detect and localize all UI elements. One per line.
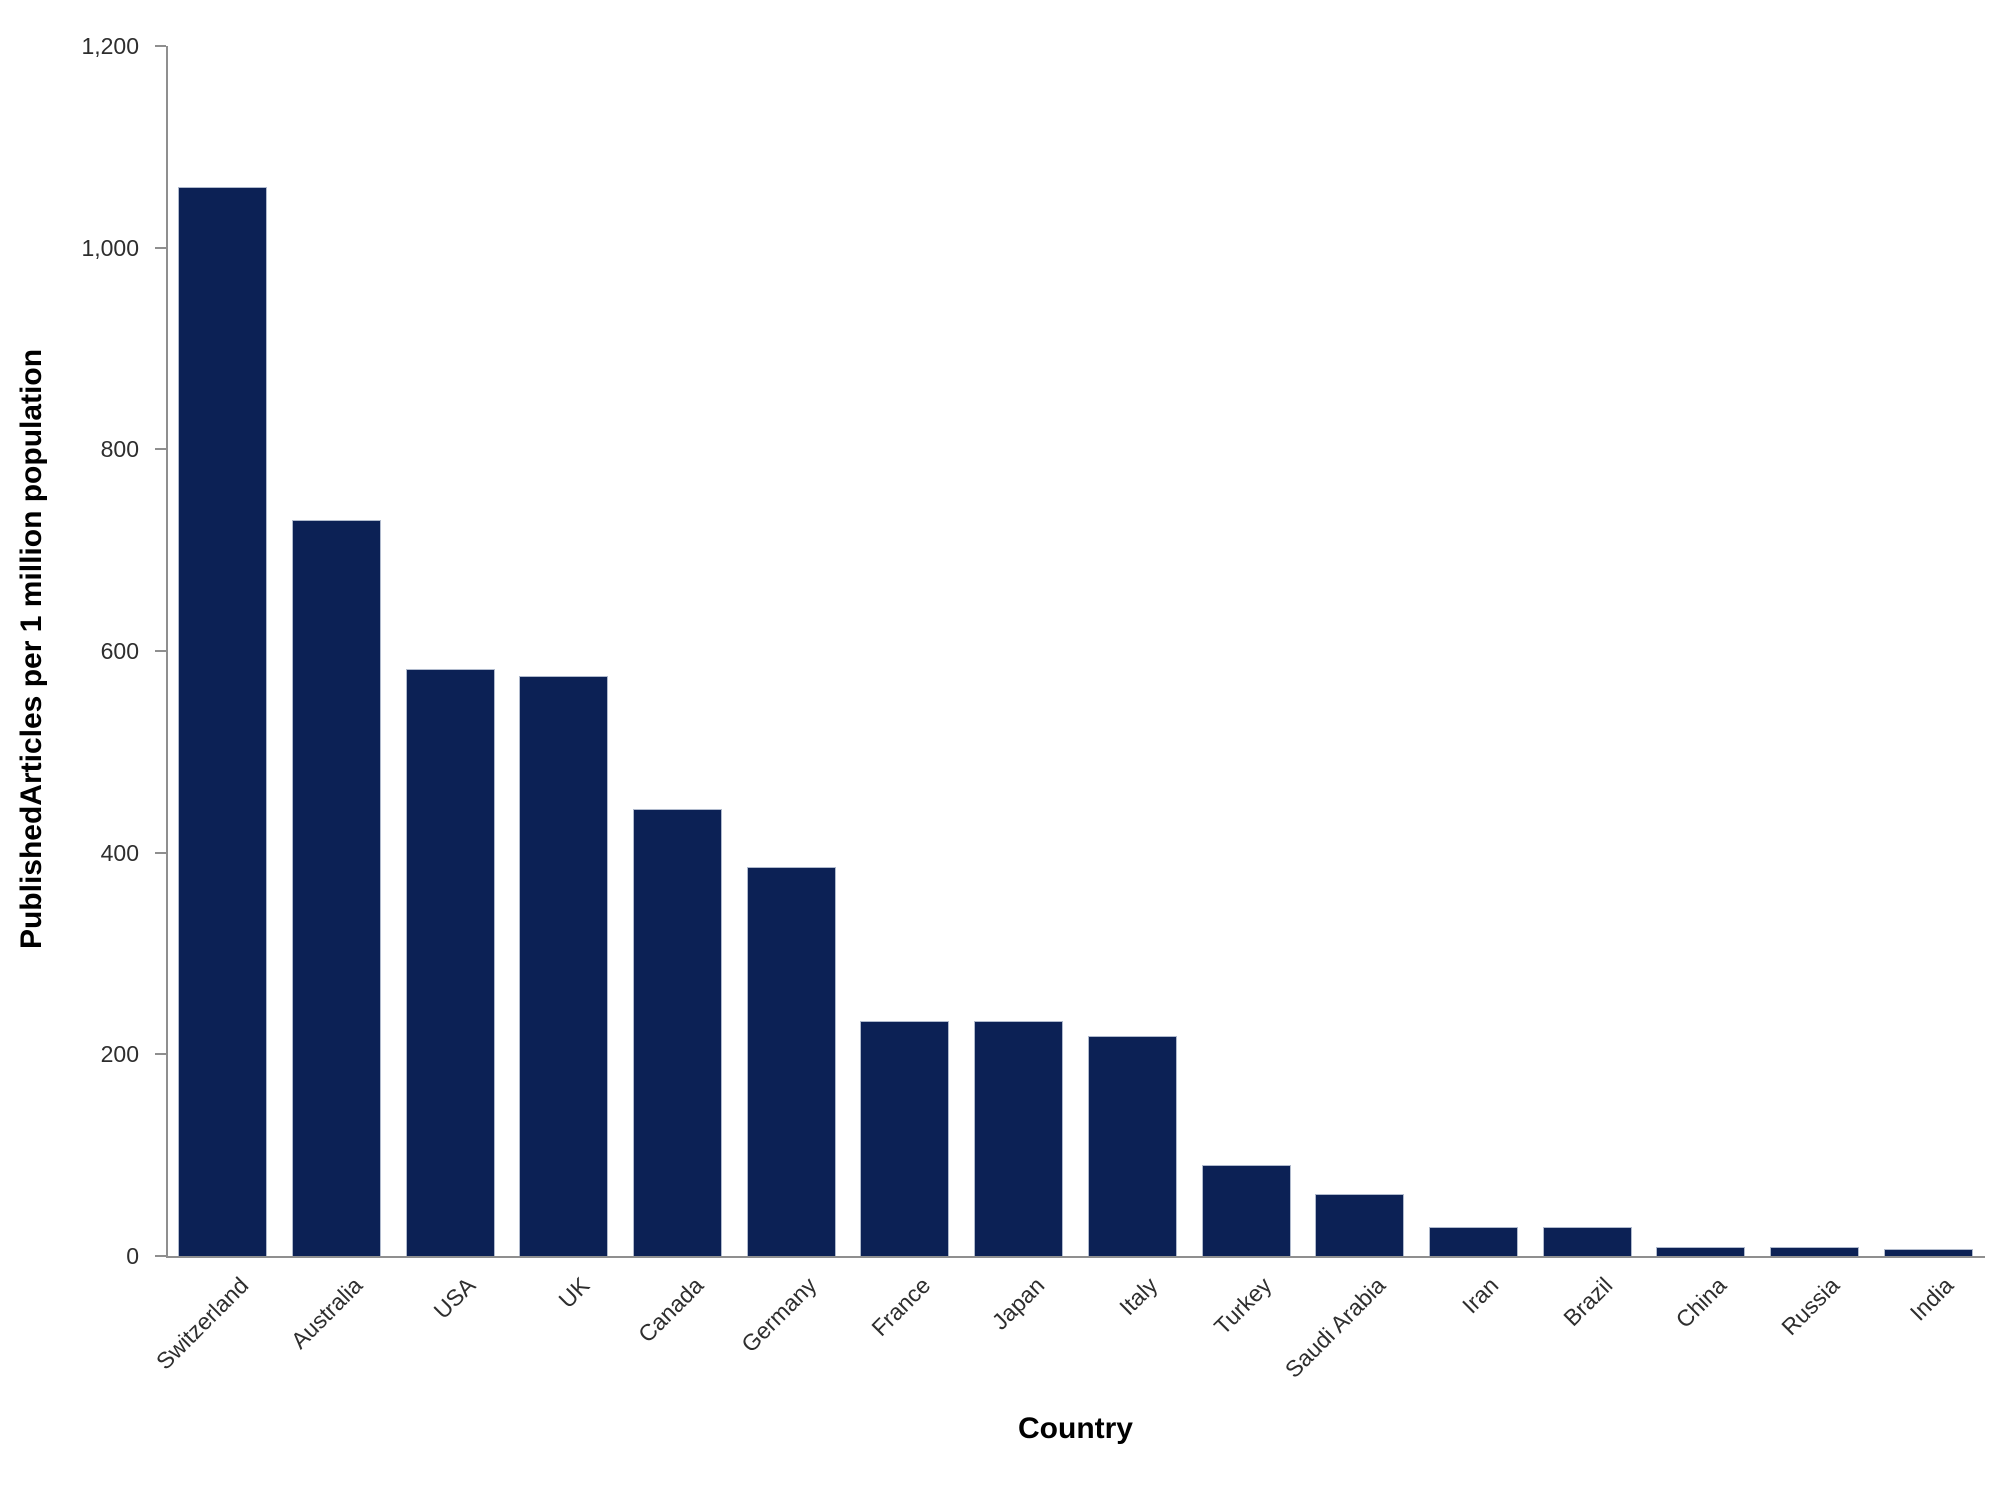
bar-turkey (1202, 1165, 1291, 1256)
x-category-label-germany: Germany (736, 1272, 822, 1358)
y-axis-line (166, 46, 168, 1258)
x-category-label-france: France (866, 1272, 936, 1342)
x-category-label-iran: Iran (1456, 1272, 1504, 1319)
x-category-label-china: China (1670, 1272, 1732, 1333)
bar-china (1656, 1247, 1745, 1256)
x-category-label-canada: Canada (633, 1272, 709, 1348)
y-tick-label: 0 (126, 1243, 139, 1269)
x-category-label-japan: Japan (986, 1272, 1050, 1335)
bar-saudi-arabia (1315, 1194, 1404, 1256)
bar-india (1884, 1249, 1973, 1256)
x-category-label-india: India (1904, 1272, 1959, 1326)
y-tick-mark (155, 1053, 166, 1056)
bar-australia (292, 520, 381, 1256)
y-tick-label: 400 (100, 839, 139, 866)
x-axis-line (166, 1256, 1985, 1258)
y-tick-mark (155, 448, 166, 451)
bar-germany (747, 867, 836, 1256)
bar-iran (1429, 1227, 1518, 1256)
y-tick-mark (155, 246, 166, 249)
bar-uk (519, 676, 608, 1256)
x-category-label-switzerland: Switzerland (150, 1272, 254, 1375)
y-tick-label: 1,200 (81, 33, 139, 59)
x-category-label-russia: Russia (1776, 1272, 1845, 1341)
bar-japan (974, 1021, 1063, 1256)
y-tick-mark (155, 851, 166, 854)
x-category-label-turkey: Turkey (1208, 1272, 1277, 1340)
y-tick-label: 200 (100, 1041, 139, 1068)
x-category-label-uk: UK (553, 1272, 595, 1313)
y-tick-label: 600 (100, 638, 139, 664)
bar-switzerland (178, 187, 267, 1256)
y-tick-mark (155, 650, 166, 652)
y-tick-mark (155, 1255, 166, 1257)
bar-usa (406, 669, 495, 1256)
bar-canada (633, 809, 722, 1256)
x-axis-title: Country (1018, 1412, 1133, 1445)
x-category-label-italy: Italy (1114, 1272, 1163, 1321)
y-tick-label: 1,000 (81, 234, 139, 261)
bar-brazil (1543, 1227, 1632, 1256)
x-category-label-australia: Australia (285, 1272, 368, 1354)
x-category-label-brazil: Brazil (1558, 1272, 1618, 1332)
x-category-label-saudi-arabia: Saudi Arabia (1279, 1272, 1391, 1383)
y-tick-label: 800 (100, 436, 139, 463)
x-category-label-usa: USA (428, 1272, 481, 1324)
bar-russia (1770, 1247, 1859, 1256)
bar-italy (1088, 1036, 1177, 1256)
bar-france (860, 1021, 949, 1256)
y-tick-mark (155, 45, 166, 47)
